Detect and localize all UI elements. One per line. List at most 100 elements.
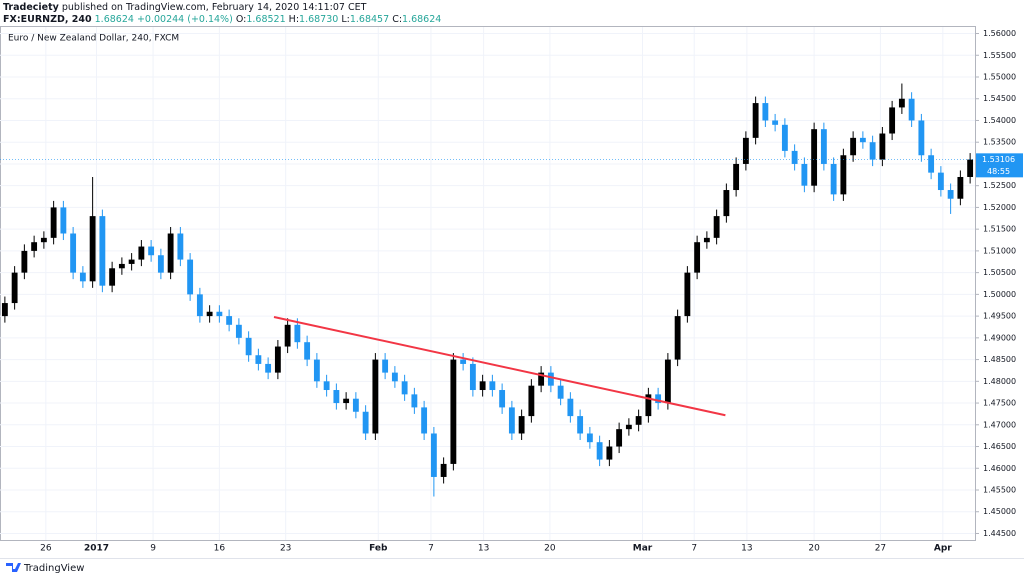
y-tick-label: 1.48000 [983,377,1016,386]
body [177,233,184,260]
body [226,316,233,325]
body [352,398,359,412]
body [60,207,67,234]
body [538,372,545,386]
y-tick-label: 1.45500 [983,486,1016,495]
x-tick-label: 7 [428,544,434,554]
body [830,163,837,195]
header-line: Tradeciety published on TradingView.com,… [3,2,441,14]
body [489,381,496,391]
body [128,259,135,264]
body [255,355,262,364]
y-tick-label: 1.52500 [983,181,1016,190]
y-tick-label: 1.55500 [983,51,1016,60]
body [21,250,28,273]
body [791,150,798,164]
body [586,433,593,443]
body [391,372,398,382]
body [284,324,291,347]
body [674,316,681,360]
o-key: O: [235,14,247,25]
chart-title: Euro / New Zealand Dollar, 240, FXCM [8,34,179,44]
y-tick-label: 1.46500 [983,442,1016,451]
body [382,359,389,373]
x-tick-label: 2017 [84,544,109,554]
body [1,303,8,317]
grid [0,27,975,540]
x-tick-label: Apr [934,544,952,554]
logo [6,563,21,572]
body [274,346,281,373]
body [762,103,769,121]
body [869,142,876,160]
y-tick-label: 1.48500 [983,355,1016,364]
body [967,159,974,177]
body [850,137,857,156]
body [889,107,896,134]
y-tick-label: 1.52000 [983,203,1016,212]
body [79,272,86,282]
body [616,429,623,447]
body [567,398,574,417]
change: +0.00244 (+0.14%) [136,14,233,25]
body [294,324,301,343]
body [157,255,164,273]
x-tick-label: 23 [280,544,291,554]
body [879,133,886,160]
l-key: L: [341,14,350,25]
body [557,385,564,399]
y-tick-label: 1.50500 [983,268,1016,277]
body [187,259,194,295]
body [167,233,174,273]
body [840,155,847,195]
body [206,311,213,317]
body [908,98,915,121]
x-tick-label: Mar [633,544,653,554]
body [713,216,720,238]
y-tick-label: 1.56000 [983,29,1016,38]
body [118,263,125,269]
body [781,124,788,151]
body [138,246,145,260]
y-tick-label: 1.45000 [983,507,1016,516]
body [703,237,710,243]
body [196,294,203,317]
body [499,390,506,408]
y-tick-label: 1.47000 [983,420,1016,429]
body [859,137,866,143]
y-tick-label: 1.51500 [983,225,1016,234]
body [304,342,311,360]
body [411,394,418,408]
l-val: 1.68457 [349,14,390,25]
trendline [273,315,726,417]
body [772,120,779,125]
y-tick-label: 1.54000 [983,116,1016,125]
body [89,216,96,282]
body [655,394,662,404]
body [372,359,379,434]
body [957,176,964,199]
h-key: H: [288,14,300,25]
countdown: 48:55 [987,167,1010,176]
x-tick-label: 20 [808,544,820,554]
body [606,446,613,460]
x-tick-label: 7 [691,544,697,554]
plot-frame [0,26,976,541]
brand: TradingView [23,563,84,574]
body [928,155,935,173]
body [109,268,116,286]
last-price-label: 1.53106 [982,155,1015,164]
y-tick-label: 1.55000 [983,72,1016,81]
body [733,163,740,191]
x-tick-label: Feb [369,544,388,554]
body [235,324,242,338]
body [343,398,350,404]
body [450,359,457,464]
body [918,120,925,156]
body [40,237,47,243]
candles [1,83,974,497]
y-tick-label: 1.49500 [983,312,1016,321]
body [99,216,106,286]
